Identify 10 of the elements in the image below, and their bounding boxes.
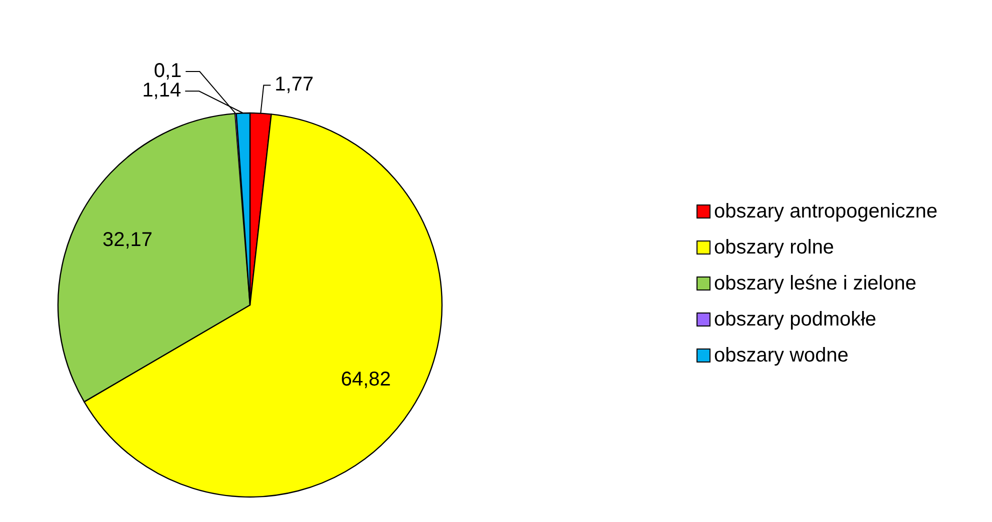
legend-label: obszary rolne <box>714 236 834 258</box>
legend-label: obszary podmokłe <box>714 308 876 330</box>
data-label: 64,82 <box>340 368 391 391</box>
legend-label: obszary wodne <box>714 344 849 366</box>
legend-label: obszary antropogeniczne <box>714 200 938 222</box>
data-label: 1,77 <box>274 74 314 96</box>
legend-label: obszary leśne i zielone <box>714 272 916 294</box>
data-label: 1,14 <box>142 79 182 102</box>
data-label: 32,17 <box>102 229 153 252</box>
data-label: 0,1 <box>154 60 182 82</box>
